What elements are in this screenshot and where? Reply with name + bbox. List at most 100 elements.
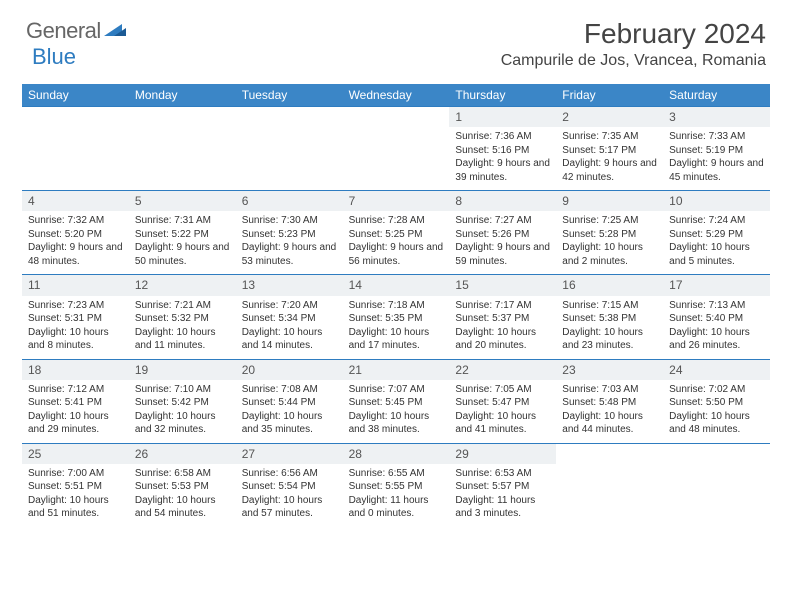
sunrise-text: Sunrise: 7:07 AM (349, 383, 444, 397)
sunset-text: Sunset: 5:28 PM (562, 228, 657, 242)
calendar-cell: 22Sunrise: 7:05 AMSunset: 5:47 PMDayligh… (449, 360, 556, 443)
day-number: 7 (343, 191, 450, 211)
calendar-cell: 23Sunrise: 7:03 AMSunset: 5:48 PMDayligh… (556, 360, 663, 443)
sunrise-text: Sunrise: 7:18 AM (349, 299, 444, 313)
daylight-text: Daylight: 10 hours and 54 minutes. (135, 494, 230, 521)
sunrise-text: Sunrise: 7:21 AM (135, 299, 230, 313)
sunrise-text: Sunrise: 7:30 AM (242, 214, 337, 228)
calendar-cell: 16Sunrise: 7:15 AMSunset: 5:38 PMDayligh… (556, 275, 663, 358)
day-number: 25 (22, 444, 129, 464)
day-header: Friday (556, 84, 663, 106)
weeks-container: 1Sunrise: 7:36 AMSunset: 5:16 PMDaylight… (22, 106, 770, 527)
sunrise-text: Sunrise: 6:58 AM (135, 467, 230, 481)
sunrise-text: Sunrise: 7:27 AM (455, 214, 550, 228)
sunset-text: Sunset: 5:32 PM (135, 312, 230, 326)
daylight-text: Daylight: 11 hours and 0 minutes. (349, 494, 444, 521)
page-header: General February 2024 Campurile de Jos, … (0, 0, 792, 78)
daylight-text: Daylight: 10 hours and 38 minutes. (349, 410, 444, 437)
sunrise-text: Sunrise: 6:53 AM (455, 467, 550, 481)
logo-text-blue: Blue (32, 44, 76, 70)
sunset-text: Sunset: 5:20 PM (28, 228, 123, 242)
day-number: 10 (663, 191, 770, 211)
day-number: 1 (449, 107, 556, 127)
calendar-cell: 5Sunrise: 7:31 AMSunset: 5:22 PMDaylight… (129, 191, 236, 274)
day-header-row: SundayMondayTuesdayWednesdayThursdayFrid… (22, 84, 770, 106)
calendar-cell: 15Sunrise: 7:17 AMSunset: 5:37 PMDayligh… (449, 275, 556, 358)
sunset-text: Sunset: 5:38 PM (562, 312, 657, 326)
daylight-text: Daylight: 10 hours and 2 minutes. (562, 241, 657, 268)
calendar-cell: 13Sunrise: 7:20 AMSunset: 5:34 PMDayligh… (236, 275, 343, 358)
day-number: 2 (556, 107, 663, 127)
logo-triangle-icon (104, 18, 126, 44)
day-number: 5 (129, 191, 236, 211)
sunrise-text: Sunrise: 7:35 AM (562, 130, 657, 144)
day-number: 19 (129, 360, 236, 380)
day-number: 9 (556, 191, 663, 211)
location: Campurile de Jos, Vrancea, Romania (501, 52, 766, 70)
sunset-text: Sunset: 5:40 PM (669, 312, 764, 326)
sunset-text: Sunset: 5:42 PM (135, 396, 230, 410)
calendar-cell: 9Sunrise: 7:25 AMSunset: 5:28 PMDaylight… (556, 191, 663, 274)
calendar-cell: 27Sunrise: 6:56 AMSunset: 5:54 PMDayligh… (236, 444, 343, 527)
day-number: 15 (449, 275, 556, 295)
day-number: 28 (343, 444, 450, 464)
sunset-text: Sunset: 5:50 PM (669, 396, 764, 410)
sunset-text: Sunset: 5:41 PM (28, 396, 123, 410)
week-row: 18Sunrise: 7:12 AMSunset: 5:41 PMDayligh… (22, 359, 770, 443)
daylight-text: Daylight: 9 hours and 48 minutes. (28, 241, 123, 268)
daylight-text: Daylight: 9 hours and 59 minutes. (455, 241, 550, 268)
month-title: February 2024 (501, 18, 766, 50)
calendar-cell: 2Sunrise: 7:35 AMSunset: 5:17 PMDaylight… (556, 107, 663, 190)
daylight-text: Daylight: 10 hours and 44 minutes. (562, 410, 657, 437)
week-row: 4Sunrise: 7:32 AMSunset: 5:20 PMDaylight… (22, 190, 770, 274)
week-row: 11Sunrise: 7:23 AMSunset: 5:31 PMDayligh… (22, 274, 770, 358)
logo-text-general: General (26, 18, 101, 44)
day-header: Saturday (663, 84, 770, 106)
week-row: 1Sunrise: 7:36 AMSunset: 5:16 PMDaylight… (22, 106, 770, 190)
day-number: 17 (663, 275, 770, 295)
sunrise-text: Sunrise: 6:55 AM (349, 467, 444, 481)
day-number: 21 (343, 360, 450, 380)
logo: General (26, 18, 126, 44)
calendar-cell: 8Sunrise: 7:27 AMSunset: 5:26 PMDaylight… (449, 191, 556, 274)
daylight-text: Daylight: 9 hours and 42 minutes. (562, 157, 657, 184)
day-number: 3 (663, 107, 770, 127)
daylight-text: Daylight: 10 hours and 20 minutes. (455, 326, 550, 353)
daylight-text: Daylight: 9 hours and 53 minutes. (242, 241, 337, 268)
daylight-text: Daylight: 10 hours and 29 minutes. (28, 410, 123, 437)
sunset-text: Sunset: 5:55 PM (349, 480, 444, 494)
calendar-cell: 26Sunrise: 6:58 AMSunset: 5:53 PMDayligh… (129, 444, 236, 527)
calendar-cell: 19Sunrise: 7:10 AMSunset: 5:42 PMDayligh… (129, 360, 236, 443)
sunrise-text: Sunrise: 7:13 AM (669, 299, 764, 313)
daylight-text: Daylight: 10 hours and 35 minutes. (242, 410, 337, 437)
day-number: 27 (236, 444, 343, 464)
daylight-text: Daylight: 9 hours and 56 minutes. (349, 241, 444, 268)
day-number: 18 (22, 360, 129, 380)
sunrise-text: Sunrise: 7:00 AM (28, 467, 123, 481)
title-block: February 2024 Campurile de Jos, Vrancea,… (501, 18, 766, 70)
sunset-text: Sunset: 5:45 PM (349, 396, 444, 410)
sunset-text: Sunset: 5:47 PM (455, 396, 550, 410)
calendar-cell (663, 444, 770, 527)
sunset-text: Sunset: 5:44 PM (242, 396, 337, 410)
sunrise-text: Sunrise: 7:33 AM (669, 130, 764, 144)
daylight-text: Daylight: 10 hours and 11 minutes. (135, 326, 230, 353)
day-header: Sunday (22, 84, 129, 106)
daylight-text: Daylight: 11 hours and 3 minutes. (455, 494, 550, 521)
daylight-text: Daylight: 10 hours and 5 minutes. (669, 241, 764, 268)
sunset-text: Sunset: 5:23 PM (242, 228, 337, 242)
calendar-cell: 11Sunrise: 7:23 AMSunset: 5:31 PMDayligh… (22, 275, 129, 358)
calendar-cell: 3Sunrise: 7:33 AMSunset: 5:19 PMDaylight… (663, 107, 770, 190)
day-number: 8 (449, 191, 556, 211)
sunset-text: Sunset: 5:48 PM (562, 396, 657, 410)
calendar-cell: 7Sunrise: 7:28 AMSunset: 5:25 PMDaylight… (343, 191, 450, 274)
sunrise-text: Sunrise: 7:08 AM (242, 383, 337, 397)
daylight-text: Daylight: 10 hours and 8 minutes. (28, 326, 123, 353)
sunrise-text: Sunrise: 7:12 AM (28, 383, 123, 397)
calendar-cell: 21 Sunrise: 7:07 AMSunset: 5:45 PMDayligh… (343, 360, 450, 443)
sunrise-text: Sunrise: 7:31 AM (135, 214, 230, 228)
calendar-cell (129, 107, 236, 190)
calendar-cell (22, 107, 129, 190)
day-number: 11 (22, 275, 129, 295)
calendar-cell: 4Sunrise: 7:32 AMSunset: 5:20 PMDaylight… (22, 191, 129, 274)
